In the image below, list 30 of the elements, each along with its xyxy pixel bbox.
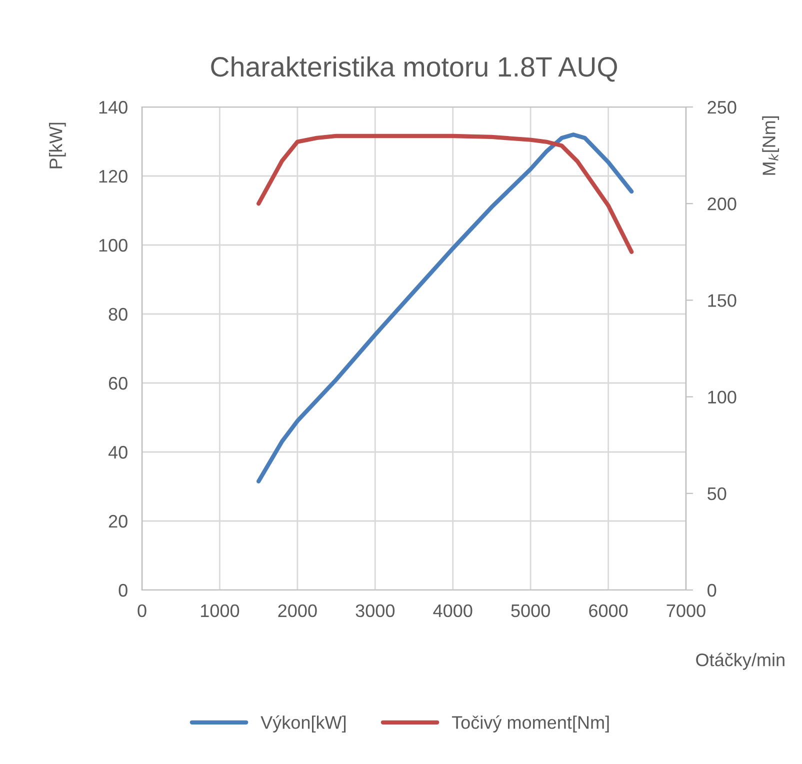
- y2-tick-label: 100: [708, 390, 736, 404]
- x-tick-label: 7000: [666, 604, 706, 618]
- x-axis-title: Otáčky/min: [696, 652, 784, 670]
- x-tick-label: 4000: [433, 604, 472, 618]
- x-tick-label: 5000: [511, 604, 550, 618]
- y2-axis-title: M$_{k}$[Nm]: [762, 116, 779, 175]
- y2-tick-label: 200: [708, 198, 736, 210]
- y-tick-label: 0: [118, 584, 128, 597]
- y-tick-label: 140: [99, 100, 128, 114]
- y-tick-label: 120: [99, 170, 128, 183]
- y-tick-label: 60: [108, 376, 128, 390]
- legend-label: Výkon[kW]: [260, 715, 346, 732]
- x-tick-label: 3000: [356, 604, 395, 618]
- y2-tick-label: 0: [708, 584, 716, 597]
- x-tick-label: 1000: [201, 604, 240, 618]
- x-tick-label: 6000: [589, 604, 628, 618]
- line-series: [256, 132, 634, 484]
- y2-tick-label: 250: [708, 100, 736, 114]
- y2-tick-label: 50: [708, 487, 726, 500]
- y-tick-label: 80: [108, 308, 128, 321]
- x-tick-label: 0: [138, 604, 146, 618]
- y-tick-label: 20: [108, 514, 128, 528]
- x-tick-label: 2000: [278, 604, 317, 618]
- legend-label: Točivý moment[Nm]: [452, 715, 609, 732]
- line-series: [256, 134, 634, 254]
- y-tick-label: 40: [108, 446, 128, 459]
- y-axis-title: P[kW]: [49, 122, 66, 168]
- y2-tick-label: 150: [708, 294, 736, 307]
- y-tick-label: 100: [99, 238, 128, 252]
- chart-title: Charakteristika motoru 1.8T AUQ: [211, 56, 617, 82]
